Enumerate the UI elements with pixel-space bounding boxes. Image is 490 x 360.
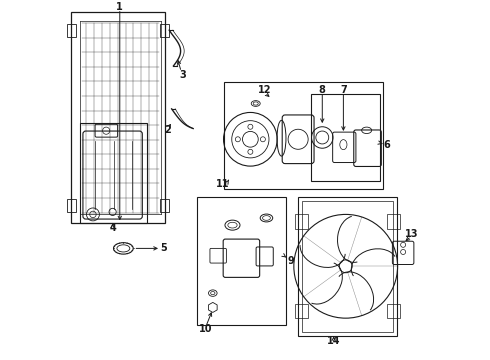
Text: 1: 1 <box>117 2 123 12</box>
Text: 4: 4 <box>109 222 116 233</box>
Bar <box>298 197 397 336</box>
Bar <box>387 304 400 318</box>
Text: 9: 9 <box>287 256 294 266</box>
Text: 7: 7 <box>340 85 347 95</box>
Bar <box>67 24 76 37</box>
Text: 5: 5 <box>160 243 167 253</box>
Bar <box>295 215 308 229</box>
Bar <box>295 304 308 318</box>
Bar <box>223 82 383 189</box>
Text: 6: 6 <box>383 140 390 150</box>
Text: 13: 13 <box>405 229 418 239</box>
Text: 2: 2 <box>164 125 171 135</box>
Bar <box>196 197 286 325</box>
Bar <box>387 215 400 229</box>
Bar <box>311 94 380 181</box>
Bar <box>67 199 76 212</box>
Text: 10: 10 <box>199 324 212 334</box>
Text: 8: 8 <box>319 85 326 95</box>
Text: 12: 12 <box>258 85 271 95</box>
Bar <box>160 199 169 212</box>
Bar <box>72 12 165 223</box>
Bar <box>80 123 147 223</box>
Text: 3: 3 <box>179 70 186 80</box>
Bar <box>160 24 169 37</box>
Bar <box>302 201 393 332</box>
Text: 11: 11 <box>216 179 229 189</box>
Text: 14: 14 <box>327 336 341 346</box>
